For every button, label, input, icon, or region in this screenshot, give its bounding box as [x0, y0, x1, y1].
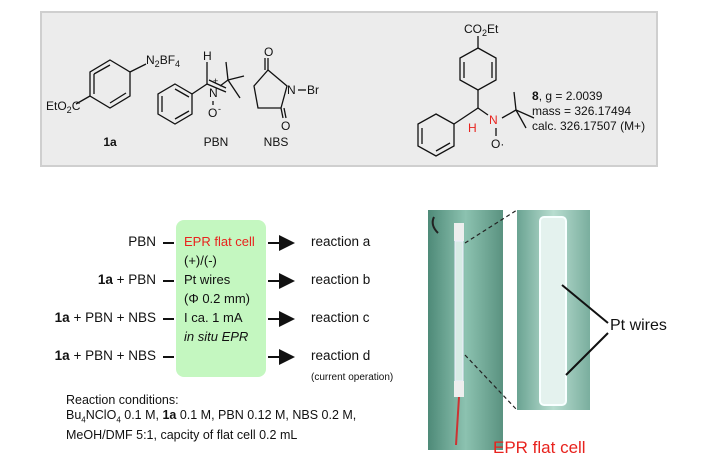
8-benzene-ring-bottom — [417, 113, 455, 157]
label-pbn: PBN — [204, 135, 229, 149]
flat-cell-photos — [428, 209, 609, 450]
chemical-structures: N2BF4 EtO2C 1a HN+O - PBN ON BrO NBS CO2Et… — [46, 22, 645, 157]
svg-text:N: N — [489, 113, 498, 127]
cell-line-wires: Pt wires — [184, 272, 231, 287]
photo-full-cell — [428, 210, 503, 450]
epr-flat-cell-box: EPR flat cell (+)/(-) Pt wires (Φ 0.2 mm… — [176, 220, 266, 377]
cell-line-polarity: (+)/(-) — [184, 253, 217, 268]
input-a: PBN — [128, 234, 156, 249]
cell-line-diameter: (Φ 0.2 mm) — [184, 291, 250, 306]
cell-line-title: EPR flat cell — [184, 234, 255, 249]
reaction-d-note: (current operation) — [311, 372, 394, 383]
svg-text:H: H — [468, 121, 477, 135]
nbs-ring — [253, 69, 288, 109]
label-1a: 1a — [103, 135, 117, 149]
input-c: 1a + PBN + NBS — [54, 310, 156, 325]
svg-text:N: N — [209, 86, 218, 100]
8-calc: calc. 326.17507 (M+) — [532, 119, 645, 133]
svg-text:O: O — [208, 106, 217, 120]
reaction-a: reaction a — [311, 234, 371, 249]
svg-text:O: O — [281, 119, 290, 133]
8-mass: mass = 326.17494 — [532, 104, 631, 118]
reaction-b: reaction b — [311, 272, 371, 287]
label-nbs: NBS — [264, 135, 289, 149]
pbn-benzene-ring — [157, 83, 193, 125]
svg-text:+: + — [213, 76, 218, 86]
svg-text:N: N — [287, 83, 296, 97]
reaction-d: reaction d — [311, 348, 371, 363]
svg-text:O·: O· — [491, 137, 504, 151]
input-d: 1a + PBN + NBS — [54, 348, 156, 363]
reagents-panel — [40, 11, 658, 167]
1a-benzene-ring — [89, 59, 131, 109]
8-co2et-label: CO2Et — [464, 22, 499, 38]
8-benzene-ring-top — [459, 47, 497, 91]
svg-text:O: O — [264, 45, 273, 59]
svg-text:-: - — [218, 104, 221, 114]
pt-wires-label: Pt wires — [610, 317, 667, 334]
1a-n2bf4-label: N2BF4 — [146, 53, 180, 69]
8-g-value: 8, g = 2.0039 — [532, 89, 603, 103]
input-b: 1a + PBN — [97, 272, 156, 287]
svg-text:H: H — [203, 49, 212, 63]
reaction-c: reaction c — [311, 310, 370, 325]
1a-eto2c-label: EtO2C — [46, 99, 81, 115]
cell-line-insitu: in situ EPR — [184, 329, 249, 344]
reaction-conditions: Reaction conditions: Bu4NClO4 0.1 M, 1a … — [66, 393, 357, 442]
epr-flat-cell-label: EPR flat cell — [493, 438, 586, 457]
svg-text:Br: Br — [307, 83, 319, 97]
flow-arrows — [163, 235, 295, 365]
cell-line-current: I ca. 1 mA — [184, 310, 243, 325]
